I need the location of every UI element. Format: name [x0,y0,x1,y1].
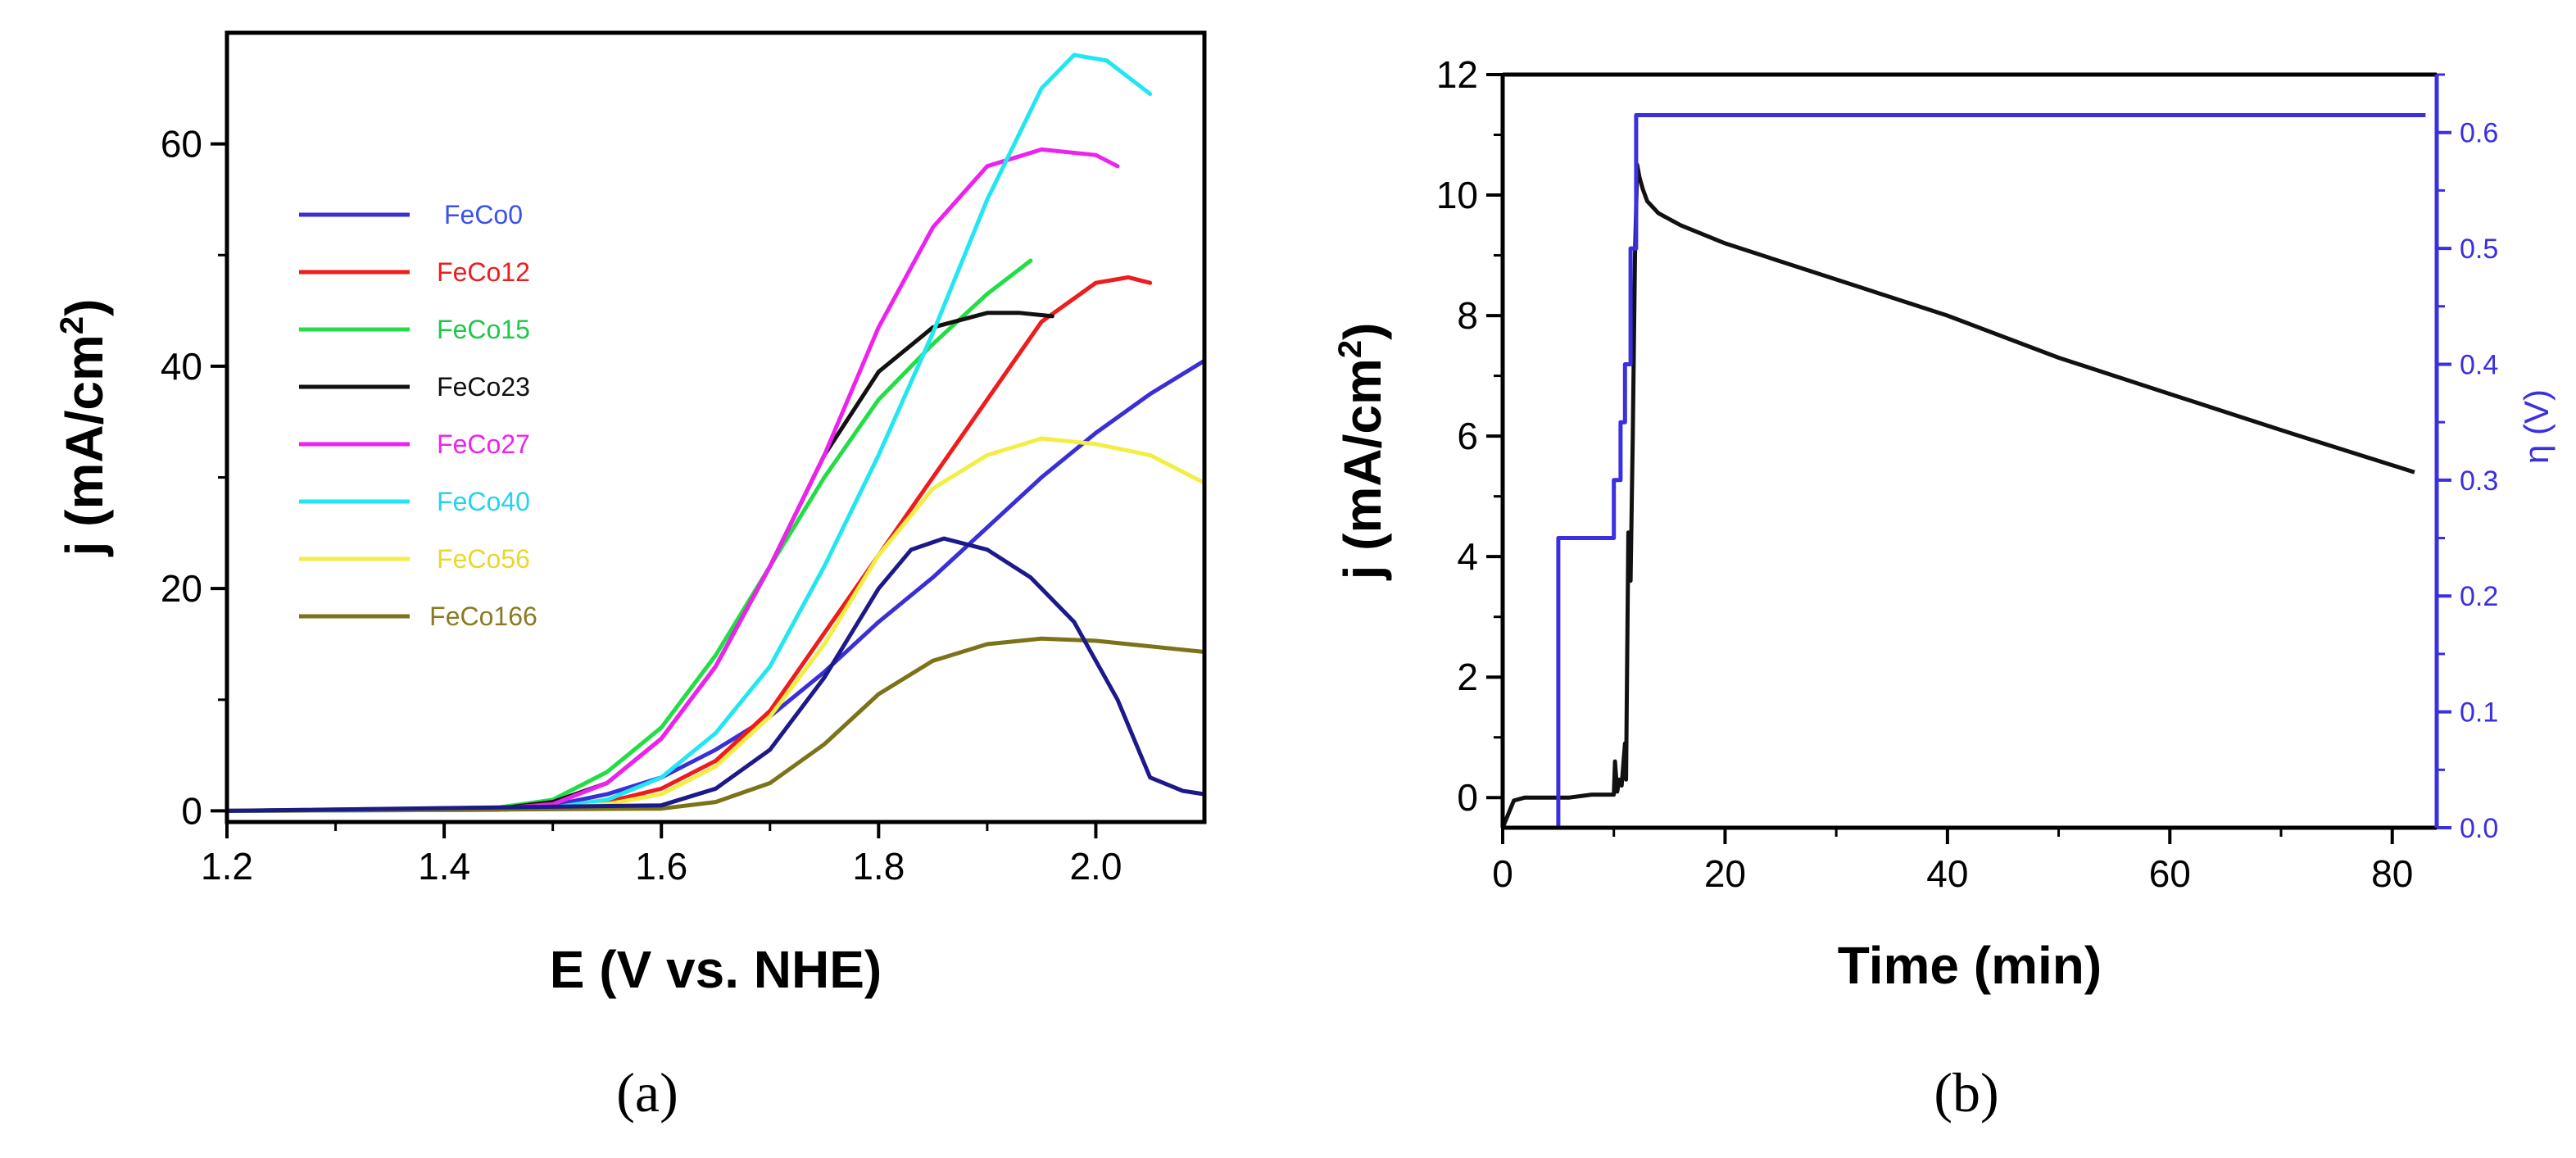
panel-b-current-density-line [1500,162,2415,829]
panel-a-y-tick-label: 0 [181,789,202,832]
panel-b: 0 20 40 60 800246810120.00.10.20.30.40.50.6 … [1332,53,2556,1124]
legend-label-feco40: FeCo40 [437,487,530,516]
panel-b-y-tick-label: 12 [1436,53,1478,96]
panel-b-x-tick-label: 0 [1492,852,1513,895]
panel-b-y-tick-label: 10 [1436,174,1478,216]
legend-label-feco12: FeCo12 [437,257,530,287]
panel-a-y-axis-label: j (mA/cm2) [54,299,114,557]
panel-b-overpotential-line [1503,113,2426,830]
panel-a-series-line-feco15 [224,258,1033,813]
panel-a-x-tick-label: 1.8 [852,845,905,888]
panel-a-series-line-feco166 [224,636,1207,813]
panel-b-right-tick-label: 0.1 [2460,697,2498,729]
legend-label-feco0: FeCo0 [444,200,523,229]
panel-a-y-axis-label-sup: 2 [54,316,90,334]
panel-a-y-axis-label-tail: ) [55,299,114,316]
panel-a-y-tick-label: 40 [161,345,202,388]
panel-b-right-tick-label: 0.0 [2460,813,2498,844]
panel-a-x-tick-label: 2.0 [1069,845,1122,888]
panel-a: 1.2 1.4 1.6 1.8 2.0 0 20 40 60 FeCo0 FeCo12 FeCo15… [54,30,1207,1124]
panel-b-y-tick-label: 6 [1457,415,1478,457]
panel-a-series-line-feco40 [224,52,1153,813]
panel-a-x-tick-label: 1.2 [201,845,253,888]
panel-b-y-tick-label: 0 [1457,776,1478,819]
legend-label-feco23: FeCo23 [437,372,530,402]
legend-label-feco56: FeCo56 [437,544,530,574]
panel-b-caption: (b) [1934,1061,1998,1124]
panel-b-y-axis-label-main: j (mA/cm [1333,358,1392,580]
panel-a-series-line-feco27 [224,147,1120,813]
panel-b-right-axis-label: η (V) [2517,389,2556,464]
panel-b-x-tick-label: 20 [1704,852,1746,895]
panel-b-x-tick-label: 80 [2371,852,2413,895]
panel-b-right-tick-label: 0.5 [2460,234,2498,265]
panel-b-y-tick-label: 2 [1457,656,1478,698]
panel-b-series [1500,113,2426,830]
panel-a-y-tick-label: 60 [161,123,202,166]
panel-b-x-tick-label: 40 [1926,852,1968,895]
panel-a-plot-frame [224,30,1207,824]
panel-b-ticks: 0 20 40 60 80 0 2 4 6 8 10 12 0.0 0.1 0.2 0.3 0.4 0.5 0.6 [1436,53,2498,895]
legend-label-feco27: FeCo27 [437,429,530,459]
panel-b-y-axis-label: j (mA/cm2) [1332,323,1392,581]
panel-a-series-line-feco0 [224,358,1207,813]
panel-a-y-tick-label: 20 [161,567,202,610]
panel-b-x-axis-label: Time (min) [1838,936,2102,995]
panel-a-series-line-extra-8 [224,536,1207,813]
panel-b-x-tick-label: 60 [2149,852,2191,895]
panel-a-series-line-feco56 [224,436,1207,813]
panel-a-y-axis-label-main: j (mA/cm [55,334,114,556]
panel-b-y-axis-label-tail: ) [1333,323,1392,340]
panel-b-y-tick-label: 4 [1457,535,1478,578]
panel-a-legend: FeCo0 FeCo12 FeCo15 FeCo23 FeCo27 FeCo40 FeCo5… [299,200,537,631]
legend-label-feco15: FeCo15 [437,315,530,344]
legend-label-feco166: FeCo166 [429,602,537,631]
panel-a-x-tick-label: 1.6 [635,845,687,888]
panel-b-right-tick-label: 0.4 [2460,349,2498,380]
panel-b-right-tick-label: 0.2 [2460,581,2498,612]
panel-a-series-line-feco12 [224,275,1153,813]
panel-b-y-axis-label-sup: 2 [1332,340,1368,358]
panel-a-x-axis-label: E (V vs. NHE) [550,940,882,999]
panel-a-x-tick-label: 1.4 [418,845,470,888]
panel-b-right-tick-label: 0.6 [2460,118,2498,149]
panel-a-series [224,52,1207,813]
panel-b-right-tick-label: 0.3 [2460,465,2498,497]
panel-a-ticks: 1.2 1.4 1.6 1.8 2.0 0 20 40 60 [161,123,1122,888]
panel-b-y-tick-label: 8 [1457,294,1478,337]
panel-a-caption: (a) [616,1061,678,1124]
